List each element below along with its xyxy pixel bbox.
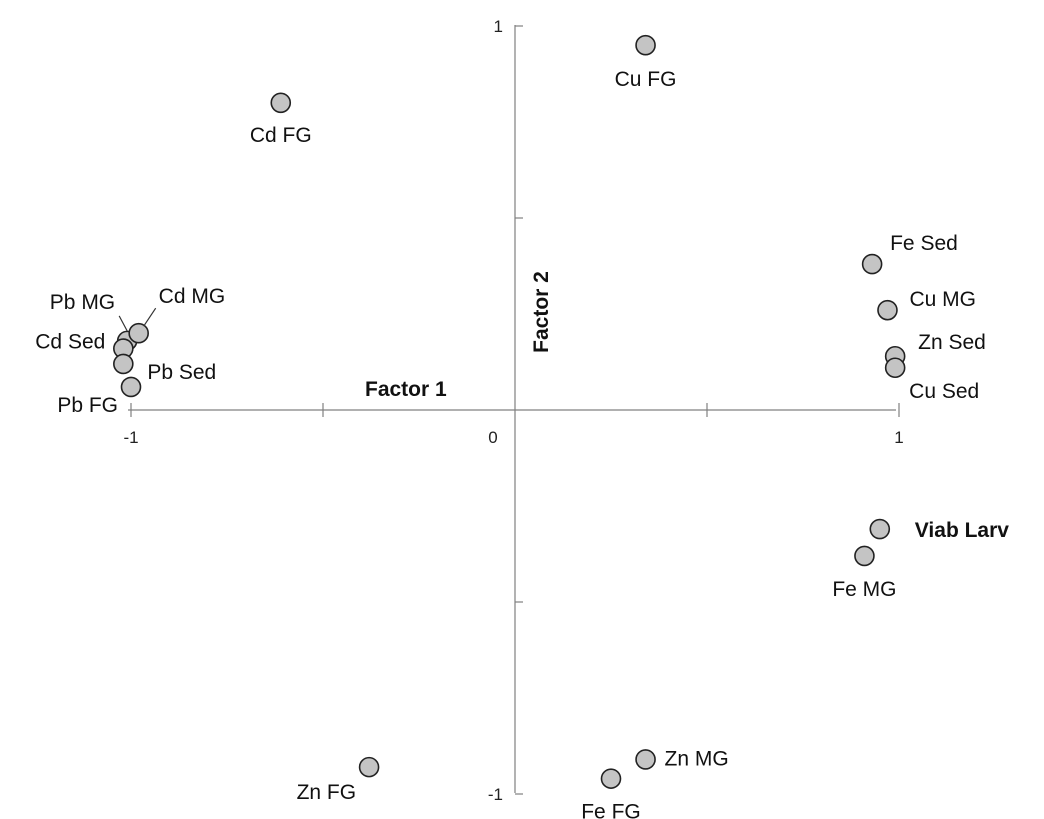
- label-cu-fg: Cu FG: [615, 68, 677, 91]
- label-zn-fg: Zn FG: [297, 781, 357, 804]
- leader-line: [143, 307, 157, 327]
- data-points: [113, 34, 906, 789]
- label-zn-mg: Zn MG: [665, 747, 729, 770]
- y-tick-label: 1: [494, 17, 503, 36]
- leader-line: [118, 315, 128, 332]
- data-labels: Cu FG Cd FG Fe Sed Cu MG Zn Sed Cu Sed Pb MG Cd…: [35, 68, 1009, 819]
- point-cd-mg: [128, 322, 149, 344]
- label-viab-larv: Viab Larv: [915, 519, 1009, 542]
- point-fe-mg: [854, 545, 875, 567]
- point-zn-mg: [635, 749, 656, 770]
- label-cd-mg: Cd MG: [159, 285, 226, 308]
- point-cu-sed: [884, 357, 906, 379]
- point-cu-mg: [877, 299, 898, 321]
- label-cu-sed: Cu Sed: [909, 380, 979, 403]
- x-tick-label: 0: [488, 428, 497, 447]
- point-fe-fg: [600, 768, 622, 789]
- label-fe-sed: Fe Sed: [890, 232, 958, 255]
- x-tick-label: 1: [894, 428, 903, 447]
- point-cd-fg: [270, 92, 292, 114]
- point-pb-sed: [113, 353, 134, 375]
- ticks: -1 0 1 -1 1: [123, 17, 903, 804]
- x-tick-label: -1: [123, 428, 138, 447]
- y-axis-title: Factor 2: [530, 271, 553, 353]
- label-pb-fg: Pb FG: [57, 394, 118, 417]
- y-tick-label: -1: [488, 785, 503, 804]
- point-cu-fg: [635, 34, 656, 56]
- label-fe-fg: Fe FG: [581, 801, 641, 819]
- label-cu-mg: Cu MG: [909, 288, 976, 311]
- point-fe-sed: [861, 253, 883, 275]
- point-viab-larv: [869, 518, 891, 540]
- point-pb-fg: [120, 376, 142, 398]
- x-axis-title: Factor 1: [365, 378, 447, 401]
- label-cd-fg: Cd FG: [250, 124, 312, 147]
- point-zn-fg: [358, 756, 380, 778]
- label-zn-sed: Zn Sed: [918, 331, 986, 354]
- label-cd-sed: Cd Sed: [35, 331, 105, 354]
- label-pb-sed: Pb Sed: [147, 361, 216, 384]
- label-pb-mg: Pb MG: [50, 291, 115, 314]
- axes: -1 0 1 -1 1 Factor 1 Factor 2: [123, 17, 903, 804]
- label-fe-mg: Fe MG: [832, 578, 896, 601]
